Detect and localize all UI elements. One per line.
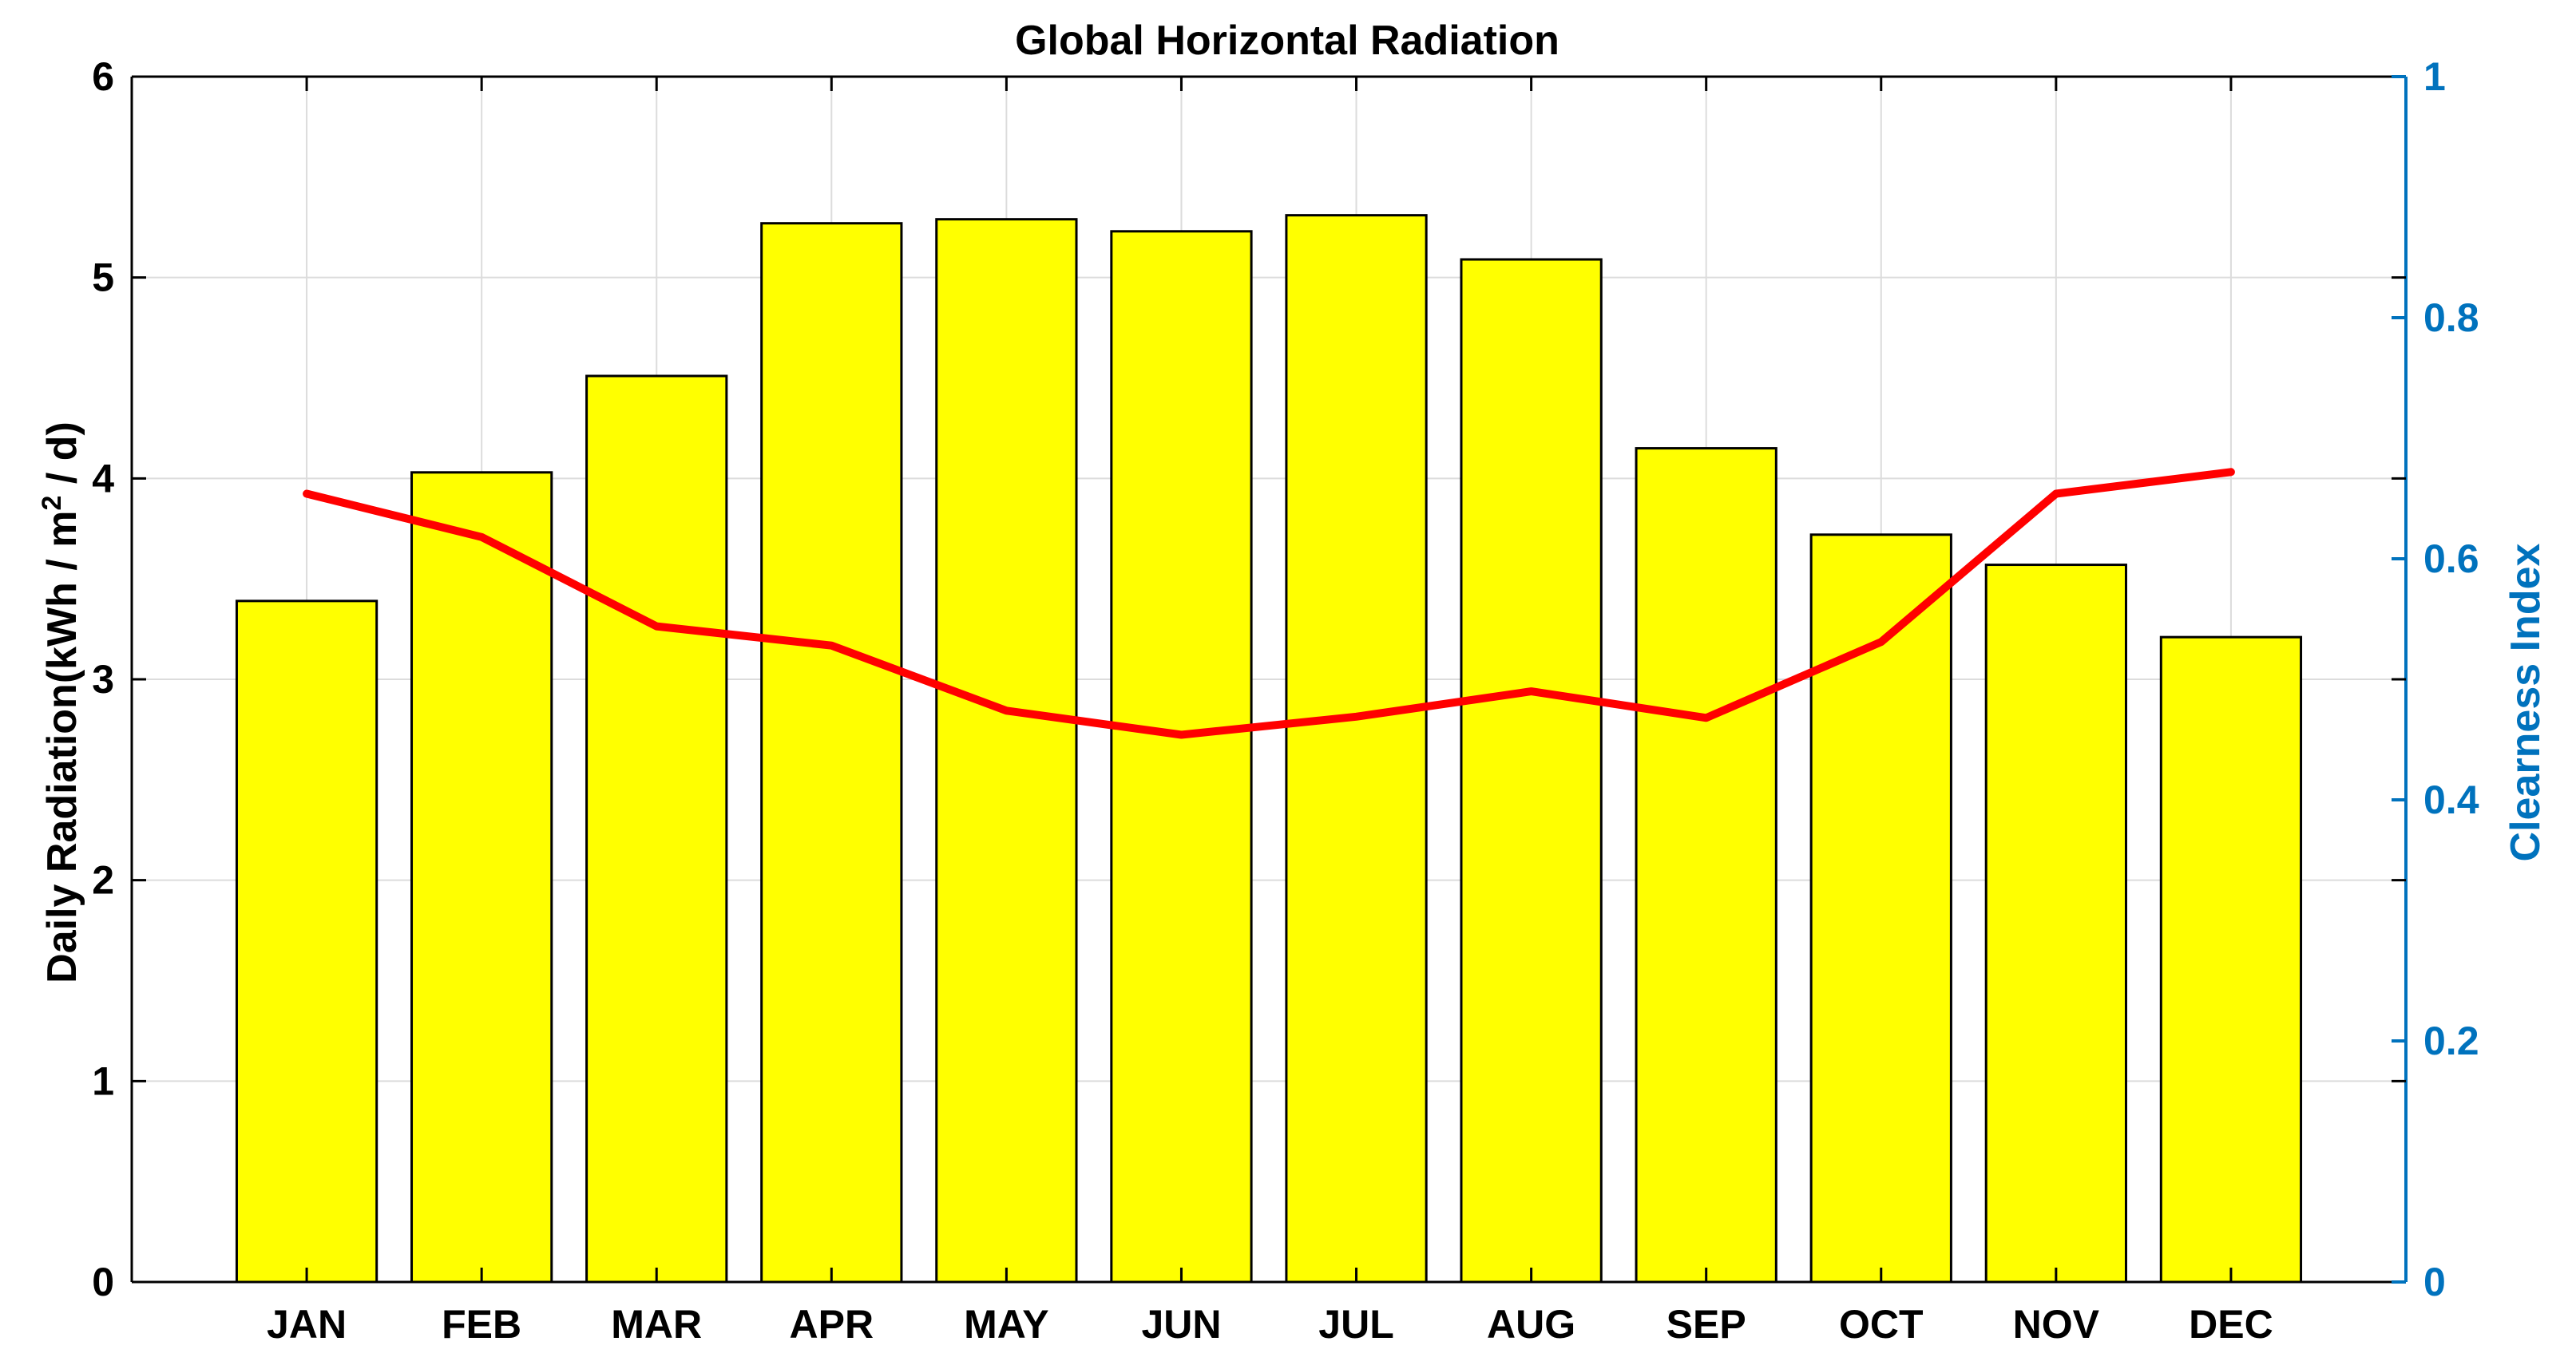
chart-title: Global Horizontal Radiation [1015,18,1559,64]
x-tick-label-jun: JUN [1141,1302,1221,1347]
y-tick-label: 2 [92,858,114,903]
x-tick-label-sep: SEP [1666,1302,1746,1347]
y-axis-title: Daily Radiation(kWh / m2 / d) [37,421,85,983]
bar-dec [2159,635,2303,1284]
y2-tick-label: 0 [2423,1260,2446,1304]
bar-oct [1809,533,1952,1284]
y2-axis-title: Clearness Index [2503,543,2549,861]
y2-tick-label: 0.4 [2423,777,2479,822]
x-tick-label-jul: JUL [1318,1302,1393,1347]
y-axis-title-superscript: 2 [37,496,67,511]
axis-layer [130,75,2408,1284]
x-tick-label-apr: APR [790,1302,874,1347]
y-tick-label: 5 [92,255,114,300]
y2-tick-label: 0.6 [2423,536,2479,581]
x-tick-label-aug: AUG [1487,1302,1575,1347]
bar-jun [1110,230,1253,1284]
line-layer [303,468,2235,739]
x-tick-label-may: MAY [964,1302,1049,1347]
bar-feb [410,471,553,1284]
x-tick-label-nov: NOV [2013,1302,2100,1347]
y-tick-label: 1 [92,1058,114,1103]
bar-jan [235,599,378,1284]
bar-apr [760,222,903,1284]
y-tick-label: 0 [92,1260,114,1304]
x-tick-label-oct: OCT [1839,1302,1924,1347]
bar-layer [235,214,2303,1284]
x-tick-label-dec: DEC [2189,1302,2273,1347]
bar-nov [1984,564,2127,1284]
y2-tick-label: 1 [2423,54,2446,99]
label-layer: 0 1 2 3 4 5 6 0 0.2 0.4 0.6 0.8 1 JAN FEB MAR APR MAY JUN J… [92,54,2479,1347]
bar-may [935,218,1078,1284]
y-tick-label: 3 [92,657,114,702]
y-tick-label: 6 [92,54,114,99]
bar-sep [1635,447,1777,1284]
y2-tick-label: 0.8 [2423,295,2479,340]
y-axis-title-prefix: Daily Radiation(kWh / m [39,511,85,983]
y-tick-label: 4 [92,456,114,501]
x-tick-label-feb: FEB [442,1302,521,1347]
x-tick-label-mar: MAR [611,1302,702,1347]
bar-mar [585,374,728,1284]
x-tick-label-jan: JAN [267,1302,347,1347]
bar-aug [1460,258,1603,1284]
bar-jul [1285,214,1428,1284]
y2-tick-label: 0.2 [2423,1019,2479,1063]
clearness-index-line [303,468,2235,739]
y-axis-title-suffix: / d) [39,421,85,495]
